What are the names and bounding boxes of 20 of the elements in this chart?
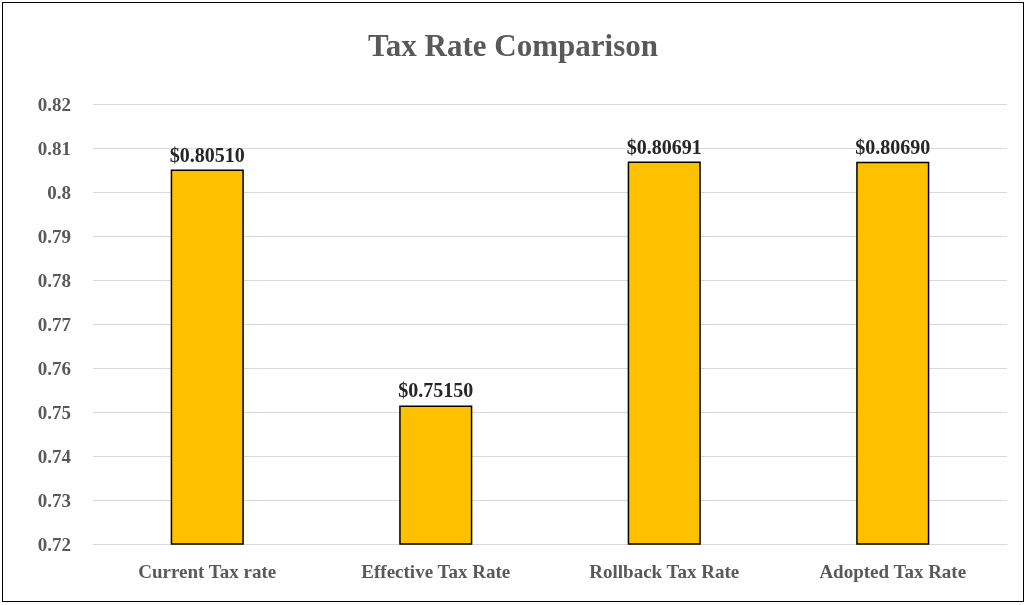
y-tick-label: 0.77 — [37, 313, 72, 335]
data-label: $0.80510 — [169, 143, 245, 166]
y-tick-label: 0.74 — [37, 445, 72, 467]
x-tick-label: Current Tax rate — [138, 561, 277, 582]
x-tick-label: Adopted Tax Rate — [819, 561, 967, 582]
chart-title: Tax Rate Comparison — [368, 28, 658, 63]
y-tick-label: 0.72 — [37, 533, 71, 555]
y-tick-label: 0.73 — [37, 489, 71, 511]
y-tick-label: 0.82 — [37, 93, 71, 115]
y-tick-label: 0.8 — [47, 181, 71, 203]
y-tick-label: 0.79 — [37, 225, 71, 247]
y-tick-label: 0.75 — [37, 401, 71, 423]
x-tick-label: Rollback Tax Rate — [589, 561, 740, 582]
x-tick-label: Effective Tax Rate — [361, 561, 511, 582]
y-tick-label: 0.81 — [37, 137, 71, 159]
y-tick-label: 0.76 — [37, 357, 71, 379]
y-tick-label: 0.78 — [37, 269, 71, 291]
data-label: $0.75150 — [398, 379, 474, 402]
data-label: $0.80690 — [855, 135, 931, 158]
data-label: $0.80691 — [626, 135, 702, 158]
